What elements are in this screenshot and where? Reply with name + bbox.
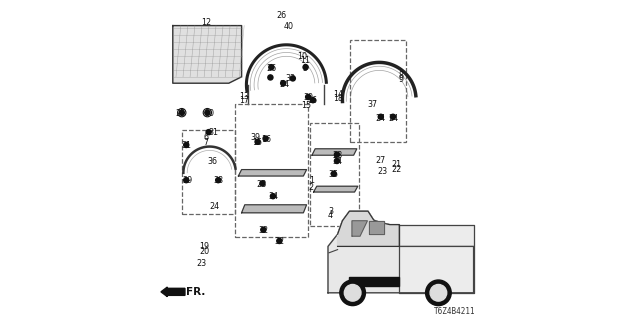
- Text: 35: 35: [329, 170, 339, 179]
- Text: 15: 15: [301, 101, 312, 110]
- Circle shape: [332, 171, 337, 176]
- Circle shape: [260, 181, 265, 186]
- Text: 19: 19: [199, 242, 209, 251]
- Text: 23: 23: [196, 260, 207, 268]
- Circle shape: [426, 280, 451, 306]
- Text: 6: 6: [204, 133, 208, 142]
- Circle shape: [277, 238, 282, 244]
- Text: 7: 7: [203, 138, 209, 147]
- Text: 40: 40: [284, 22, 294, 31]
- Text: 13: 13: [239, 92, 249, 100]
- Text: 28: 28: [257, 180, 267, 188]
- Circle shape: [269, 65, 274, 70]
- Polygon shape: [328, 211, 474, 293]
- Polygon shape: [239, 170, 307, 176]
- Text: 8: 8: [399, 71, 403, 80]
- Text: 34: 34: [268, 192, 278, 201]
- Circle shape: [184, 142, 189, 148]
- Text: 31: 31: [181, 141, 191, 150]
- Circle shape: [430, 284, 447, 301]
- Circle shape: [261, 227, 266, 232]
- Circle shape: [270, 194, 275, 199]
- Circle shape: [205, 110, 210, 115]
- Text: 29: 29: [182, 176, 193, 185]
- Text: 34: 34: [332, 157, 342, 166]
- Text: 26: 26: [276, 11, 286, 20]
- Polygon shape: [242, 205, 307, 213]
- Text: 24: 24: [388, 114, 398, 123]
- Text: 24: 24: [375, 114, 385, 123]
- Circle shape: [255, 139, 260, 144]
- Text: 14: 14: [333, 90, 344, 99]
- Circle shape: [184, 178, 189, 183]
- Circle shape: [179, 110, 184, 115]
- Text: 39: 39: [303, 93, 313, 102]
- Text: 37: 37: [367, 100, 377, 108]
- Circle shape: [340, 280, 365, 306]
- Circle shape: [306, 94, 311, 100]
- Circle shape: [335, 158, 340, 164]
- Text: 27: 27: [375, 156, 385, 164]
- Polygon shape: [352, 221, 367, 236]
- Polygon shape: [369, 221, 384, 234]
- Text: 24: 24: [209, 202, 220, 211]
- Text: 24: 24: [279, 80, 289, 89]
- Polygon shape: [349, 277, 399, 286]
- Text: 10: 10: [297, 52, 307, 60]
- Circle shape: [280, 81, 285, 86]
- Text: 30: 30: [205, 109, 214, 118]
- Text: 12: 12: [201, 18, 211, 27]
- Text: 25: 25: [175, 109, 186, 118]
- Polygon shape: [173, 26, 242, 83]
- Circle shape: [268, 75, 273, 80]
- Circle shape: [335, 152, 340, 157]
- Text: 9: 9: [398, 75, 404, 84]
- Circle shape: [390, 114, 396, 119]
- Text: 11: 11: [300, 56, 310, 65]
- Text: 1: 1: [309, 176, 314, 185]
- Text: FR.: FR.: [186, 287, 205, 297]
- Text: 38: 38: [214, 176, 223, 185]
- Text: 16: 16: [262, 135, 271, 144]
- Circle shape: [303, 65, 308, 70]
- Text: 5: 5: [302, 64, 308, 73]
- Text: 2: 2: [308, 183, 314, 192]
- Polygon shape: [312, 149, 357, 155]
- Text: 36: 36: [207, 157, 217, 166]
- Text: 3: 3: [328, 207, 333, 216]
- Circle shape: [290, 76, 295, 81]
- Text: 28: 28: [332, 151, 342, 160]
- Text: 21: 21: [391, 160, 401, 169]
- Text: T6Z4B4211: T6Z4B4211: [433, 307, 475, 316]
- Text: 31: 31: [209, 128, 218, 137]
- Circle shape: [216, 178, 221, 183]
- Text: 15: 15: [252, 138, 262, 147]
- Text: 26: 26: [266, 64, 276, 73]
- Text: 4: 4: [328, 212, 333, 220]
- Text: 20: 20: [199, 247, 209, 256]
- Text: 18: 18: [333, 94, 344, 103]
- Text: 22: 22: [391, 165, 401, 174]
- Text: 32: 32: [259, 226, 268, 235]
- Polygon shape: [399, 225, 474, 293]
- Text: 17: 17: [239, 96, 249, 105]
- Circle shape: [206, 130, 211, 135]
- Circle shape: [310, 98, 316, 103]
- Circle shape: [344, 284, 361, 301]
- Text: 39: 39: [250, 133, 260, 142]
- Text: 23: 23: [378, 167, 387, 176]
- Polygon shape: [314, 186, 358, 192]
- Text: 16: 16: [307, 96, 317, 105]
- Polygon shape: [338, 211, 399, 246]
- FancyArrow shape: [161, 287, 185, 297]
- Circle shape: [263, 136, 268, 141]
- Text: 32: 32: [275, 237, 284, 246]
- Text: 33: 33: [285, 74, 296, 83]
- Circle shape: [378, 114, 383, 119]
